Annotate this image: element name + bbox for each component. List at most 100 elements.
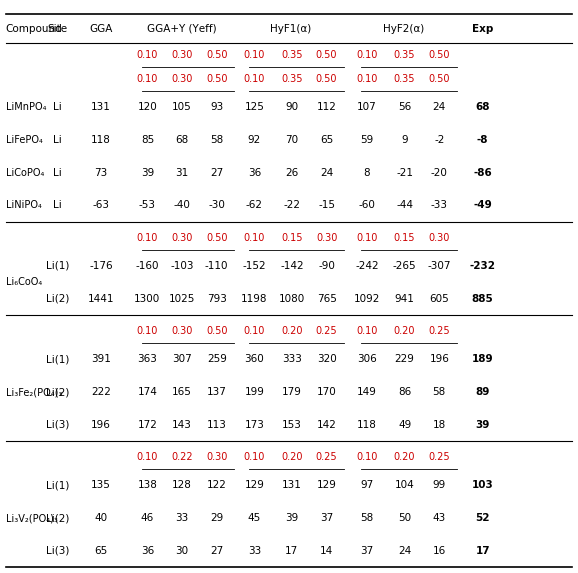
Text: 0.10: 0.10 bbox=[357, 233, 377, 243]
Text: -44: -44 bbox=[396, 201, 413, 210]
Text: Li(3): Li(3) bbox=[46, 420, 69, 430]
Text: 0.25: 0.25 bbox=[428, 452, 450, 462]
Text: 0.50: 0.50 bbox=[206, 50, 228, 60]
Text: Li(2): Li(2) bbox=[46, 294, 69, 304]
Text: 39: 39 bbox=[141, 168, 154, 178]
Text: 73: 73 bbox=[95, 168, 108, 178]
Text: 113: 113 bbox=[207, 420, 227, 430]
Text: 39: 39 bbox=[476, 420, 490, 430]
Text: 14: 14 bbox=[320, 546, 333, 556]
Text: 0.35: 0.35 bbox=[281, 50, 303, 60]
Text: 31: 31 bbox=[176, 168, 188, 178]
Text: 27: 27 bbox=[210, 168, 223, 178]
Text: 0.25: 0.25 bbox=[316, 452, 338, 462]
Text: GGA: GGA bbox=[90, 24, 113, 34]
Text: Li(1): Li(1) bbox=[46, 481, 69, 490]
Text: -53: -53 bbox=[139, 201, 156, 210]
Text: 16: 16 bbox=[433, 546, 446, 556]
Text: Li₃V₂(PO₄)₃: Li₃V₂(PO₄)₃ bbox=[6, 513, 58, 523]
Text: 0.10: 0.10 bbox=[244, 50, 265, 60]
Text: Li(3): Li(3) bbox=[46, 546, 69, 556]
Text: 0.10: 0.10 bbox=[137, 452, 158, 462]
Text: 26: 26 bbox=[286, 168, 298, 178]
Text: 58: 58 bbox=[433, 387, 446, 397]
Text: 1300: 1300 bbox=[134, 294, 161, 304]
Text: 0.10: 0.10 bbox=[244, 326, 265, 336]
Text: 149: 149 bbox=[357, 387, 377, 397]
Text: 1441: 1441 bbox=[88, 294, 114, 304]
Text: Li: Li bbox=[53, 135, 62, 145]
Text: 97: 97 bbox=[361, 481, 373, 490]
Text: 65: 65 bbox=[95, 546, 108, 556]
Text: 131: 131 bbox=[91, 102, 111, 112]
Text: LiNiPO₄: LiNiPO₄ bbox=[6, 201, 42, 210]
Text: 56: 56 bbox=[398, 102, 411, 112]
Text: Li(2): Li(2) bbox=[46, 513, 69, 523]
Text: 172: 172 bbox=[138, 420, 157, 430]
Text: 333: 333 bbox=[282, 354, 302, 364]
Text: 24: 24 bbox=[433, 102, 446, 112]
Text: 107: 107 bbox=[357, 102, 377, 112]
Text: 68: 68 bbox=[176, 135, 188, 145]
Text: 142: 142 bbox=[317, 420, 336, 430]
Text: 18: 18 bbox=[433, 420, 446, 430]
Text: -62: -62 bbox=[246, 201, 263, 210]
Text: 46: 46 bbox=[141, 513, 154, 523]
Text: -30: -30 bbox=[208, 201, 225, 210]
Text: 0.10: 0.10 bbox=[357, 326, 377, 336]
Text: Li(2): Li(2) bbox=[46, 387, 69, 397]
Text: 36: 36 bbox=[141, 546, 154, 556]
Text: 105: 105 bbox=[172, 102, 192, 112]
Text: HyF1(α): HyF1(α) bbox=[270, 24, 311, 34]
Text: 179: 179 bbox=[282, 387, 302, 397]
Text: 885: 885 bbox=[472, 294, 494, 304]
Text: -86: -86 bbox=[473, 168, 492, 178]
Text: 0.30: 0.30 bbox=[172, 233, 192, 243]
Text: 40: 40 bbox=[95, 513, 108, 523]
Text: 173: 173 bbox=[244, 420, 264, 430]
Text: 58: 58 bbox=[361, 513, 373, 523]
Text: Compound: Compound bbox=[6, 24, 62, 34]
Text: 1092: 1092 bbox=[354, 294, 380, 304]
Text: -15: -15 bbox=[318, 201, 335, 210]
Text: 199: 199 bbox=[244, 387, 264, 397]
Text: 129: 129 bbox=[317, 481, 336, 490]
Text: 306: 306 bbox=[357, 354, 377, 364]
Text: Site: Site bbox=[48, 24, 68, 34]
Text: 37: 37 bbox=[320, 513, 333, 523]
Text: 143: 143 bbox=[172, 420, 192, 430]
Text: -21: -21 bbox=[396, 168, 413, 178]
Text: -63: -63 bbox=[92, 201, 110, 210]
Text: -2: -2 bbox=[434, 135, 444, 145]
Text: -40: -40 bbox=[173, 201, 191, 210]
Text: 153: 153 bbox=[282, 420, 302, 430]
Text: 0.10: 0.10 bbox=[244, 74, 265, 84]
Text: -103: -103 bbox=[171, 261, 194, 271]
Text: 49: 49 bbox=[398, 420, 411, 430]
Text: 0.10: 0.10 bbox=[137, 233, 158, 243]
Text: Li(1): Li(1) bbox=[46, 261, 69, 271]
Text: 92: 92 bbox=[248, 135, 261, 145]
Text: 33: 33 bbox=[176, 513, 188, 523]
Text: 131: 131 bbox=[282, 481, 302, 490]
Text: 99: 99 bbox=[433, 481, 446, 490]
Text: 27: 27 bbox=[210, 546, 223, 556]
Text: 17: 17 bbox=[286, 546, 298, 556]
Text: 0.20: 0.20 bbox=[394, 452, 416, 462]
Text: 0.35: 0.35 bbox=[281, 74, 303, 84]
Text: 50: 50 bbox=[398, 513, 411, 523]
Text: 129: 129 bbox=[244, 481, 264, 490]
Text: 222: 222 bbox=[91, 387, 111, 397]
Text: GGA+Υ (Υeff): GGA+Υ (Υeff) bbox=[147, 24, 217, 34]
Text: 0.50: 0.50 bbox=[206, 74, 228, 84]
Text: 0.25: 0.25 bbox=[316, 326, 338, 336]
Text: 36: 36 bbox=[248, 168, 261, 178]
Text: Exp: Exp bbox=[472, 24, 493, 34]
Text: 138: 138 bbox=[138, 481, 157, 490]
Text: 0.50: 0.50 bbox=[428, 50, 450, 60]
Text: 0.10: 0.10 bbox=[244, 233, 265, 243]
Text: 118: 118 bbox=[357, 420, 377, 430]
Text: 65: 65 bbox=[320, 135, 333, 145]
Text: Li: Li bbox=[53, 168, 62, 178]
Text: 135: 135 bbox=[91, 481, 111, 490]
